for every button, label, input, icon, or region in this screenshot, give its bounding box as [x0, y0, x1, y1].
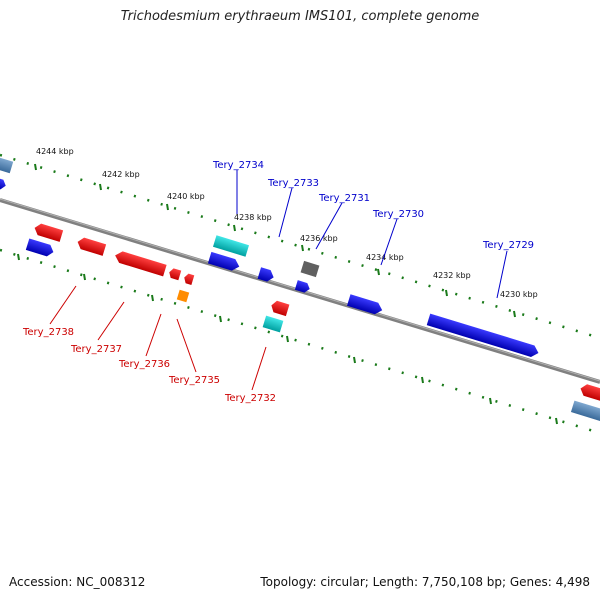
gene-feature[interactable] [570, 400, 600, 422]
major-tick [301, 244, 304, 252]
major-tick [151, 294, 154, 302]
gene-feature-tery-2734[interactable] [212, 235, 250, 257]
gene-feature-tery-2735a[interactable] [168, 267, 182, 281]
gene-label-bottom[interactable]: Tery_2737 [70, 344, 122, 355]
gene-feature-tery-2730[interactable] [346, 294, 384, 316]
major-tick [377, 268, 380, 276]
topology-text: Topology: circular; Length: 7,750,108 bp… [260, 575, 590, 589]
gene-label-top[interactable]: Tery_2731 [318, 193, 370, 204]
major-tick [17, 253, 20, 261]
major-tick [445, 289, 448, 297]
accession-text: Accession: NC_008312 [9, 575, 146, 589]
major-ticks [17, 163, 558, 425]
leader-tery-2733 [278, 187, 293, 238]
gene-label-bottom[interactable]: Tery_2735 [168, 375, 220, 386]
gene-feature-tery-2729[interactable] [426, 313, 540, 359]
leader-tery-2730 [380, 218, 398, 266]
major-tick [83, 273, 86, 281]
gene-feature[interactable] [0, 155, 14, 174]
scale-label: 4236 kbp [300, 234, 338, 243]
major-tick [286, 335, 289, 343]
gene-label-bottom[interactable]: Tery_2738 [22, 327, 74, 338]
scale-label: 4238 kbp [234, 213, 272, 222]
gene-feature-tery-2736[interactable] [113, 250, 167, 277]
major-tick [513, 310, 516, 318]
gene-feature-blue-2734b[interactable] [207, 251, 241, 273]
gene-feature-tery-2730a[interactable] [294, 280, 311, 294]
gene-feature-tery-2737[interactable] [76, 236, 107, 256]
gene-label-bottom[interactable]: Tery_2732 [224, 393, 276, 404]
gene-label-bottom[interactable]: Tery_2736 [118, 359, 170, 370]
leader-tery-2736 [145, 313, 162, 357]
major-tick [219, 315, 222, 323]
scale-label: 4234 kbp [366, 253, 404, 262]
major-tick [555, 417, 558, 425]
gene-features [0, 155, 600, 422]
leader-tery-2732 [251, 346, 267, 391]
scale-label: 4242 kbp [102, 170, 140, 179]
gene-feature-tery-2738-lower[interactable] [25, 238, 55, 257]
major-tick [353, 356, 356, 364]
gene-label-top[interactable]: Tery_2730 [372, 209, 424, 220]
gene-feature-tery-2735[interactable] [176, 289, 190, 303]
leader-tery-2735 [176, 318, 197, 373]
major-tick [233, 224, 236, 232]
gene-feature-tery-2732[interactable] [262, 315, 284, 333]
gene-feature[interactable] [0, 177, 7, 190]
major-tick [489, 397, 492, 405]
scale-label: 4232 kbp [433, 271, 471, 280]
gene-label-top[interactable]: Tery_2733 [267, 178, 319, 189]
gene-feature-tery-2733[interactable] [257, 267, 276, 283]
gene-label-top[interactable]: Tery_2734 [212, 160, 264, 171]
gene-feature-tery-2731[interactable] [300, 260, 320, 278]
scale-label: 4230 kbp [500, 290, 538, 299]
gene-feature-tery-2738-upper[interactable] [33, 222, 64, 242]
leader-tery-2731 [315, 202, 343, 250]
scale-label: 4240 kbp [167, 192, 205, 201]
leader-tery-2737 [97, 301, 125, 341]
map-title: Trichodesmium erythraeum IMS101, complet… [120, 9, 480, 24]
major-tick [99, 183, 102, 191]
scale-label: 4244 kbp [36, 147, 74, 156]
major-tick [34, 163, 37, 171]
leader-tery-2738 [49, 285, 77, 325]
label-leader-lines [49, 170, 508, 391]
gene-feature-tery-2732-upper[interactable] [270, 300, 290, 317]
major-tick [421, 376, 424, 384]
gene-label-top[interactable]: Tery_2729 [482, 240, 534, 251]
leader-tery-2729 [496, 250, 508, 299]
gene-feature[interactable] [579, 383, 600, 402]
major-tick [166, 203, 169, 211]
gene-feature-tery-2735b[interactable] [183, 273, 195, 285]
